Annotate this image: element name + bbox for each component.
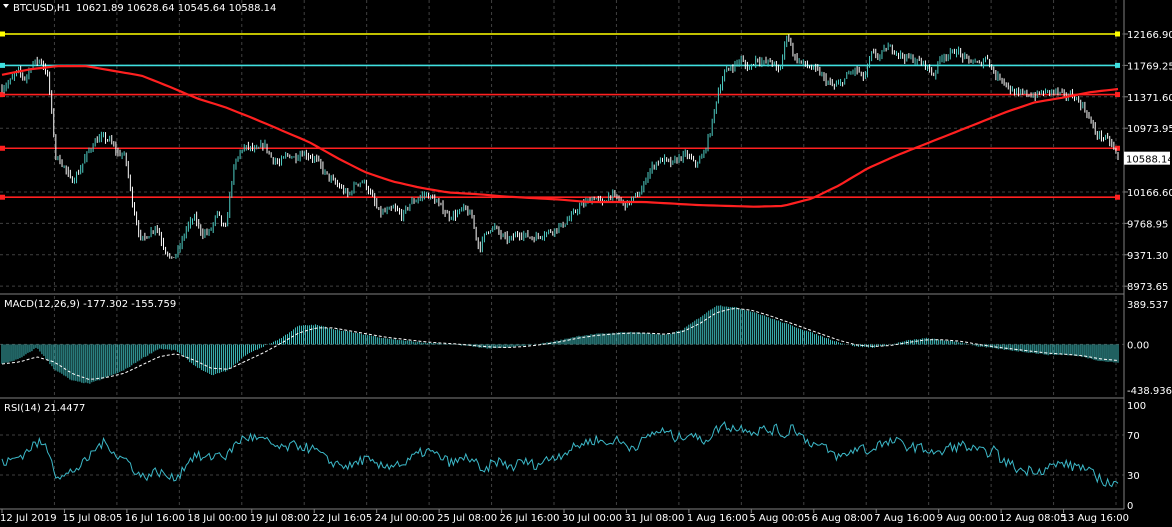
macd-axis: 389.537 0.00 -438.936: [1127, 300, 1172, 397]
price-tick-label: 11769.25: [1127, 61, 1172, 72]
time-tick-label: 18 Jul 00:00: [187, 513, 247, 524]
time-tick-label: 12 Aug 08:05: [999, 513, 1066, 524]
price-axis[interactable]: 12166.90 11769.25 11371.60 10973.95 10166.60…: [1124, 30, 1172, 293]
time-tick-label: 1 Aug 16:00: [687, 513, 748, 524]
macd-signal: [1, 307, 1119, 380]
symbol-title: BTCUSD,H1: [13, 3, 71, 14]
time-axis[interactable]: 12 Jul 2019 15 Jul 08:05 16 Jul 16:00 18 Ju…: [0, 509, 1129, 524]
level-handle-left: [0, 194, 5, 200]
rsi-tick-label: 70: [1127, 431, 1140, 442]
ohlc-readout: 10621.89 10628.64 10545.64 10588.14: [76, 3, 276, 14]
rsi-title: RSI(14) 21.4477: [4, 403, 85, 414]
macd-tick-label: -438.936: [1127, 386, 1172, 397]
time-tick-label: 31 Jul 08:00: [624, 513, 684, 524]
price-tick-label: 10166.60: [1127, 188, 1172, 199]
level-handle-right: [1115, 194, 1120, 200]
rsi-line: [1, 420, 1119, 488]
macd-title: MACD(12,26,9) -177.302 -155.759: [4, 299, 176, 310]
rsi-path: [1, 420, 1119, 488]
price-tick-label: 9371.30: [1127, 251, 1168, 262]
macd-histogram: [1, 305, 1119, 384]
price-tick-label: 8973.65: [1127, 282, 1168, 293]
level-handle-right: [1115, 92, 1120, 98]
time-tick-label: 5 Aug 00:05: [749, 513, 810, 524]
rsi-tick-label: 0: [1127, 501, 1133, 512]
time-tick-label: 22 Jul 16:05: [312, 513, 372, 524]
level-handle-left: [0, 92, 5, 98]
time-tick-label: 6 Aug 08:00: [812, 513, 873, 524]
time-tick-label: 19 Jul 08:00: [250, 513, 310, 524]
price-tick-label: 9768.95: [1127, 219, 1168, 230]
macd-tick-label: 0.00: [1127, 340, 1149, 351]
time-tick-label: 7 Aug 16:00: [874, 513, 935, 524]
time-tick-label: 26 Jul 16:00: [500, 513, 560, 524]
time-tick-label: 16 Jul 16:00: [125, 513, 185, 524]
time-tick-label: 30 Jul 00:00: [562, 513, 622, 524]
rsi-tick-label: 100: [1127, 401, 1146, 412]
price-tick-label: 12166.90: [1127, 30, 1172, 41]
time-tick-label: 25 Jul 08:00: [437, 513, 497, 524]
moving-average: [1, 65, 1119, 208]
time-tick-label: 15 Jul 08:05: [62, 513, 122, 524]
time-tick-label: 13 Aug 16:00: [1062, 513, 1129, 524]
rsi-tick-label: 30: [1127, 471, 1140, 482]
level-handle-right: [1115, 145, 1120, 151]
time-tick-label: 24 Jul 00:00: [375, 513, 435, 524]
price-tick-label: 11371.60: [1127, 93, 1172, 104]
macd-signal-line: [1, 307, 1119, 380]
time-tick-label: 9 Aug 00:00: [937, 513, 998, 524]
price-candles: [1, 34, 1119, 259]
horizontal-levels[interactable]: [0, 31, 1120, 200]
rsi-axis: 100 70 30 0: [1127, 401, 1146, 512]
current-price-label: 10588.14: [1126, 155, 1172, 166]
rsi-grid: [0, 400, 1124, 508]
macd-tick-label: 389.537: [1127, 300, 1168, 311]
level-handle-right: [1115, 31, 1120, 37]
level-handle-right: [1115, 62, 1120, 68]
time-tick-label: 12 Jul 2019: [0, 513, 57, 524]
level-handle-left: [0, 31, 5, 37]
current-price-marker: 10588.14: [1124, 151, 1172, 166]
moving-average-line: [1, 65, 1119, 208]
price-tick-label: 10973.95: [1127, 124, 1172, 135]
price-grid: [0, 0, 1124, 292]
level-handle-left: [0, 145, 5, 151]
symbol-menu-triangle-icon[interactable]: [3, 4, 9, 8]
level-handle-left: [0, 62, 5, 68]
